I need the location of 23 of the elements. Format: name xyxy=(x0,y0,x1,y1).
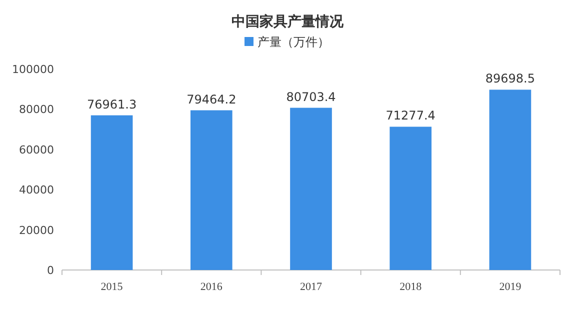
y-tick-label: 20000 xyxy=(19,224,54,237)
x-tick-label: 2018 xyxy=(400,281,422,293)
y-tick-label: 60000 xyxy=(19,143,54,156)
bar xyxy=(190,110,232,270)
y-tick-label: 100000 xyxy=(12,63,54,76)
x-tick-label: 2015 xyxy=(100,281,124,293)
y-tick-label: 80000 xyxy=(19,103,54,116)
bar xyxy=(90,115,133,270)
data-label: 89698.5 xyxy=(485,72,536,86)
data-label: 76961.3 xyxy=(86,97,137,112)
x-tick-label: 2019 xyxy=(499,281,522,293)
y-tick-label: 0 xyxy=(47,264,54,277)
data-label: 71277.4 xyxy=(386,108,436,123)
x-tick-label: 2016 xyxy=(200,281,223,293)
bar xyxy=(290,108,332,270)
chart-title: 中国家具产量情况 xyxy=(232,13,344,30)
bar xyxy=(390,126,432,270)
data-label: 79464.2 xyxy=(186,92,236,106)
data-label: 80703.4 xyxy=(286,90,336,104)
legend-label: 产量（万件） xyxy=(258,35,330,49)
bar xyxy=(489,90,532,270)
x-tick-label: 2017 xyxy=(300,281,322,293)
y-tick-label: 40000 xyxy=(19,184,54,197)
